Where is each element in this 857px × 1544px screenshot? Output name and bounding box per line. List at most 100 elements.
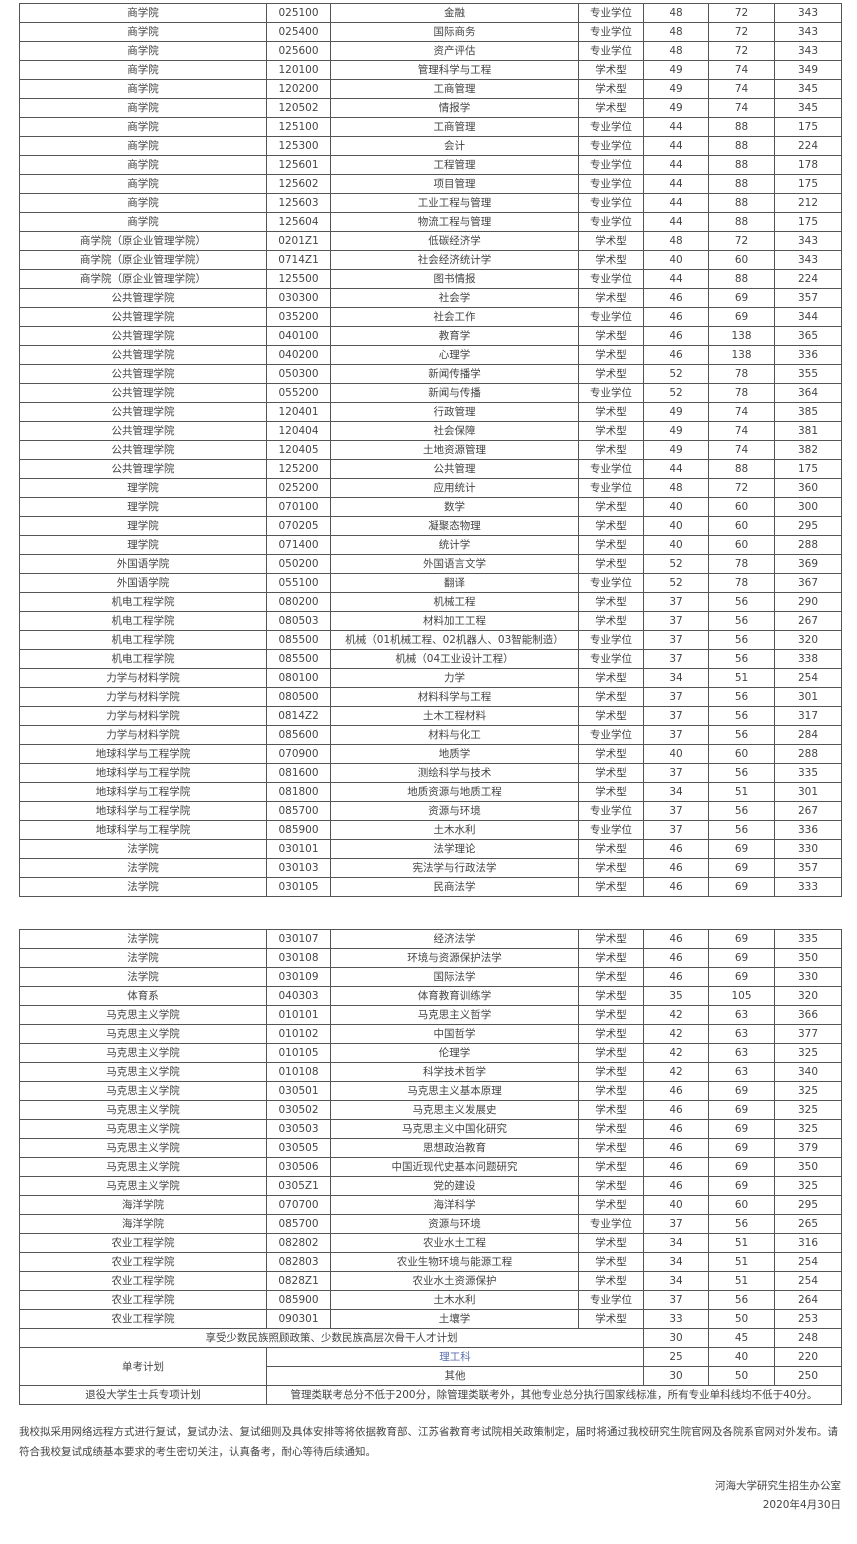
- college-cell: 商学院（原企业管理学院）: [19, 250, 267, 270]
- major-name-cell: 党的建设: [330, 1176, 579, 1196]
- table-row: 马克思主义学院 030505 思想政治教育 学术型 46 69 379: [19, 1138, 842, 1158]
- college-cell: 机电工程学院: [19, 592, 267, 612]
- college-cell: 马克思主义学院: [19, 1024, 267, 1044]
- total-score-cell: 344: [774, 307, 842, 327]
- major-name-cell: 土木工程材料: [330, 706, 579, 726]
- college-cell: 法学院: [19, 839, 267, 859]
- table-row: 商学院（原企业管理学院） 125500 图书情报 专业学位 44 88 224: [19, 269, 842, 289]
- table-row: 公共管理学院 125200 公共管理 专业学位 44 88 175: [19, 459, 842, 479]
- total-score-cell: 301: [774, 782, 842, 802]
- single-subject-over-100-cell: 74: [708, 440, 775, 460]
- table-row: 机电工程学院 080200 机械工程 学术型 37 56 290: [19, 592, 842, 612]
- single-subject-100-cell: 42: [643, 1024, 709, 1044]
- single-subject-100-cell: 46: [643, 326, 709, 346]
- single-subject-100-cell: 34: [643, 782, 709, 802]
- major-name-cell: 凝聚态物理: [330, 516, 579, 536]
- major-name-cell: 工商管理: [330, 117, 579, 137]
- college-cell: 商学院: [19, 117, 267, 137]
- college-cell: 商学院: [19, 98, 267, 118]
- single-subject-over-100-cell: 138: [708, 345, 775, 365]
- single-exam-science-link[interactable]: 理工科: [266, 1347, 644, 1367]
- total-score-cell: 377: [774, 1024, 842, 1044]
- degree-type-cell: 学术型: [578, 1176, 644, 1196]
- degree-type-cell: 专业学位: [578, 117, 644, 137]
- degree-type-cell: 学术型: [578, 1081, 644, 1101]
- total-score-cell: 345: [774, 79, 842, 99]
- major-code-cell: 070100: [266, 497, 331, 517]
- major-name-cell: 新闻传播学: [330, 364, 579, 384]
- college-cell: 商学院（原企业管理学院）: [19, 269, 267, 289]
- single-subject-100-cell: 52: [643, 383, 709, 403]
- college-cell: 外国语学院: [19, 554, 267, 574]
- table-row: 马克思主义学院 010102 中国哲学 学术型 42 63 377: [19, 1024, 842, 1044]
- major-name-cell: 土木水利: [330, 1290, 579, 1310]
- table-row: 公共管理学院 035200 社会工作 专业学位 46 69 344: [19, 307, 842, 327]
- major-name-cell: 统计学: [330, 535, 579, 555]
- major-code-cell: 082803: [266, 1252, 331, 1272]
- college-cell: 马克思主义学院: [19, 1005, 267, 1025]
- major-code-cell: 090301: [266, 1309, 331, 1329]
- degree-type-cell: 学术型: [578, 250, 644, 270]
- college-cell: 公共管理学院: [19, 288, 267, 308]
- major-name-cell: 科学技术哲学: [330, 1062, 579, 1082]
- major-name-cell: 材料与化工: [330, 725, 579, 745]
- single-subject-100-cell: 37: [643, 687, 709, 707]
- major-code-cell: 125300: [266, 136, 331, 156]
- single-subject-100-cell: 49: [643, 60, 709, 80]
- major-name-cell: 机械（04工业设计工程）: [330, 649, 579, 669]
- single-subject-over-100: 40: [708, 1347, 775, 1367]
- major-code-cell: 040200: [266, 345, 331, 365]
- college-cell: 商学院: [19, 212, 267, 232]
- college-cell: 公共管理学院: [19, 345, 267, 365]
- total-score-cell: 295: [774, 1195, 842, 1215]
- degree-type-cell: 学术型: [578, 967, 644, 987]
- major-code-cell: 071400: [266, 535, 331, 555]
- major-name-cell: 经济法学: [330, 929, 579, 949]
- single-subject-100-cell: 46: [643, 345, 709, 365]
- single-subject-100-cell: 44: [643, 136, 709, 156]
- major-code-cell: 010105: [266, 1043, 331, 1063]
- single-subject-100-cell: 40: [643, 1195, 709, 1215]
- single-subject-over-100-cell: 63: [708, 1024, 775, 1044]
- single-subject-over-100-cell: 72: [708, 22, 775, 42]
- single-subject-over-100-cell: 56: [708, 725, 775, 745]
- total-score-cell: 357: [774, 288, 842, 308]
- college-cell: 公共管理学院: [19, 364, 267, 384]
- single-subject-over-100-cell: 69: [708, 1138, 775, 1158]
- degree-type-cell: 专业学位: [578, 41, 644, 61]
- college-cell: 地球科学与工程学院: [19, 820, 267, 840]
- single-subject-100-cell: 44: [643, 117, 709, 137]
- degree-type-cell: 学术型: [578, 877, 644, 897]
- table-row: 马克思主义学院 030502 马克思主义发展史 学术型 46 69 325: [19, 1100, 842, 1120]
- major-code-cell: 070700: [266, 1195, 331, 1215]
- signature-office: 河海大学研究生招生办公室: [715, 1480, 841, 1492]
- single-subject-100-cell: 37: [643, 630, 709, 650]
- single-subject-over-100-cell: 69: [708, 948, 775, 968]
- degree-type-cell: 学术型: [578, 60, 644, 80]
- major-name-cell: 马克思主义发展史: [330, 1100, 579, 1120]
- degree-type-cell: 学术型: [578, 1119, 644, 1139]
- single-subject-over-100-cell: 88: [708, 155, 775, 175]
- single-subject-over-100-cell: 69: [708, 929, 775, 949]
- major-name-cell: 公共管理: [330, 459, 579, 479]
- degree-type-cell: 学术型: [578, 839, 644, 859]
- total-score-cell: 379: [774, 1138, 842, 1158]
- total-score-cell: 343: [774, 231, 842, 251]
- major-name-cell: 管理科学与工程: [330, 60, 579, 80]
- single-subject-100-cell: 40: [643, 516, 709, 536]
- table-row: 马克思主义学院 030506 中国近现代史基本问题研究 学术型 46 69 350: [19, 1157, 842, 1177]
- total-score-cell: 364: [774, 383, 842, 403]
- degree-type-cell: 专业学位: [578, 212, 644, 232]
- score-table-part-1: 商学院 025100 金融 专业学位 48 72 343 商学院 025400 国际商务 专业学位 4…: [19, 3, 842, 897]
- major-code-cell: 050200: [266, 554, 331, 574]
- table-row: 力学与材料学院 080100 力学 学术型 34 51 254: [19, 668, 842, 688]
- major-name-cell: 体育教育训练学: [330, 986, 579, 1006]
- total-score-cell: 325: [774, 1043, 842, 1063]
- single-subject-over-100-cell: 60: [708, 516, 775, 536]
- total-score-cell: 330: [774, 967, 842, 987]
- single-subject-100: 30: [643, 1366, 709, 1386]
- degree-type-cell: 专业学位: [578, 174, 644, 194]
- single-subject-100-cell: 46: [643, 307, 709, 327]
- college-cell: 公共管理学院: [19, 459, 267, 479]
- single-subject-100-cell: 46: [643, 877, 709, 897]
